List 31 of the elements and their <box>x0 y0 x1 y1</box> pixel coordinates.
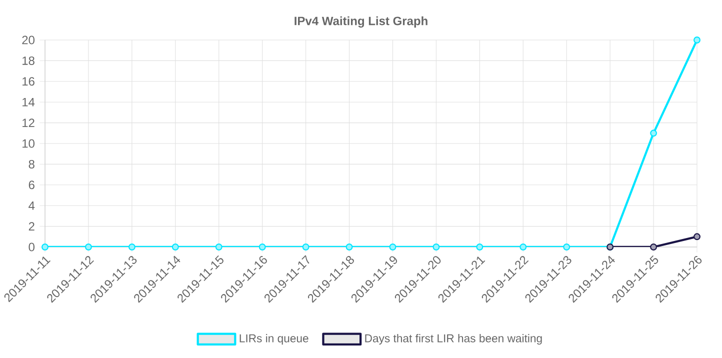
y-tick-label: 10 <box>22 139 34 148</box>
point <box>258 244 266 250</box>
y-tick-label: 2 <box>28 222 34 230</box>
y-tick-label: 0 <box>28 242 34 252</box>
point <box>520 244 527 250</box>
point <box>563 244 570 250</box>
point <box>389 244 396 250</box>
y-tick-label: 8 <box>28 160 34 168</box>
chart-title: IPv4 Waiting List Graph <box>294 16 428 28</box>
point <box>85 244 92 250</box>
point <box>42 244 48 250</box>
legend-label: Days that first LIR has been waiting <box>365 334 542 345</box>
point <box>172 244 179 250</box>
point <box>302 244 310 250</box>
y-tick-label: 14 <box>22 98 35 106</box>
point <box>432 244 440 250</box>
y-tick-label: 6 <box>28 180 34 190</box>
y-tick-label: 16 <box>22 77 34 86</box>
legend-label: LIRs in queue <box>240 334 308 345</box>
point <box>650 130 658 137</box>
point <box>215 244 222 250</box>
point <box>128 244 136 250</box>
point <box>694 36 700 44</box>
y-tick-label: 12 <box>22 118 34 127</box>
y-tick-label: 18 <box>22 56 34 65</box>
y-tick-label: 4 <box>28 201 35 210</box>
point <box>694 233 700 240</box>
point <box>650 244 658 250</box>
y-tick-label: 20 <box>22 36 34 44</box>
point <box>476 244 484 250</box>
point <box>346 244 353 250</box>
